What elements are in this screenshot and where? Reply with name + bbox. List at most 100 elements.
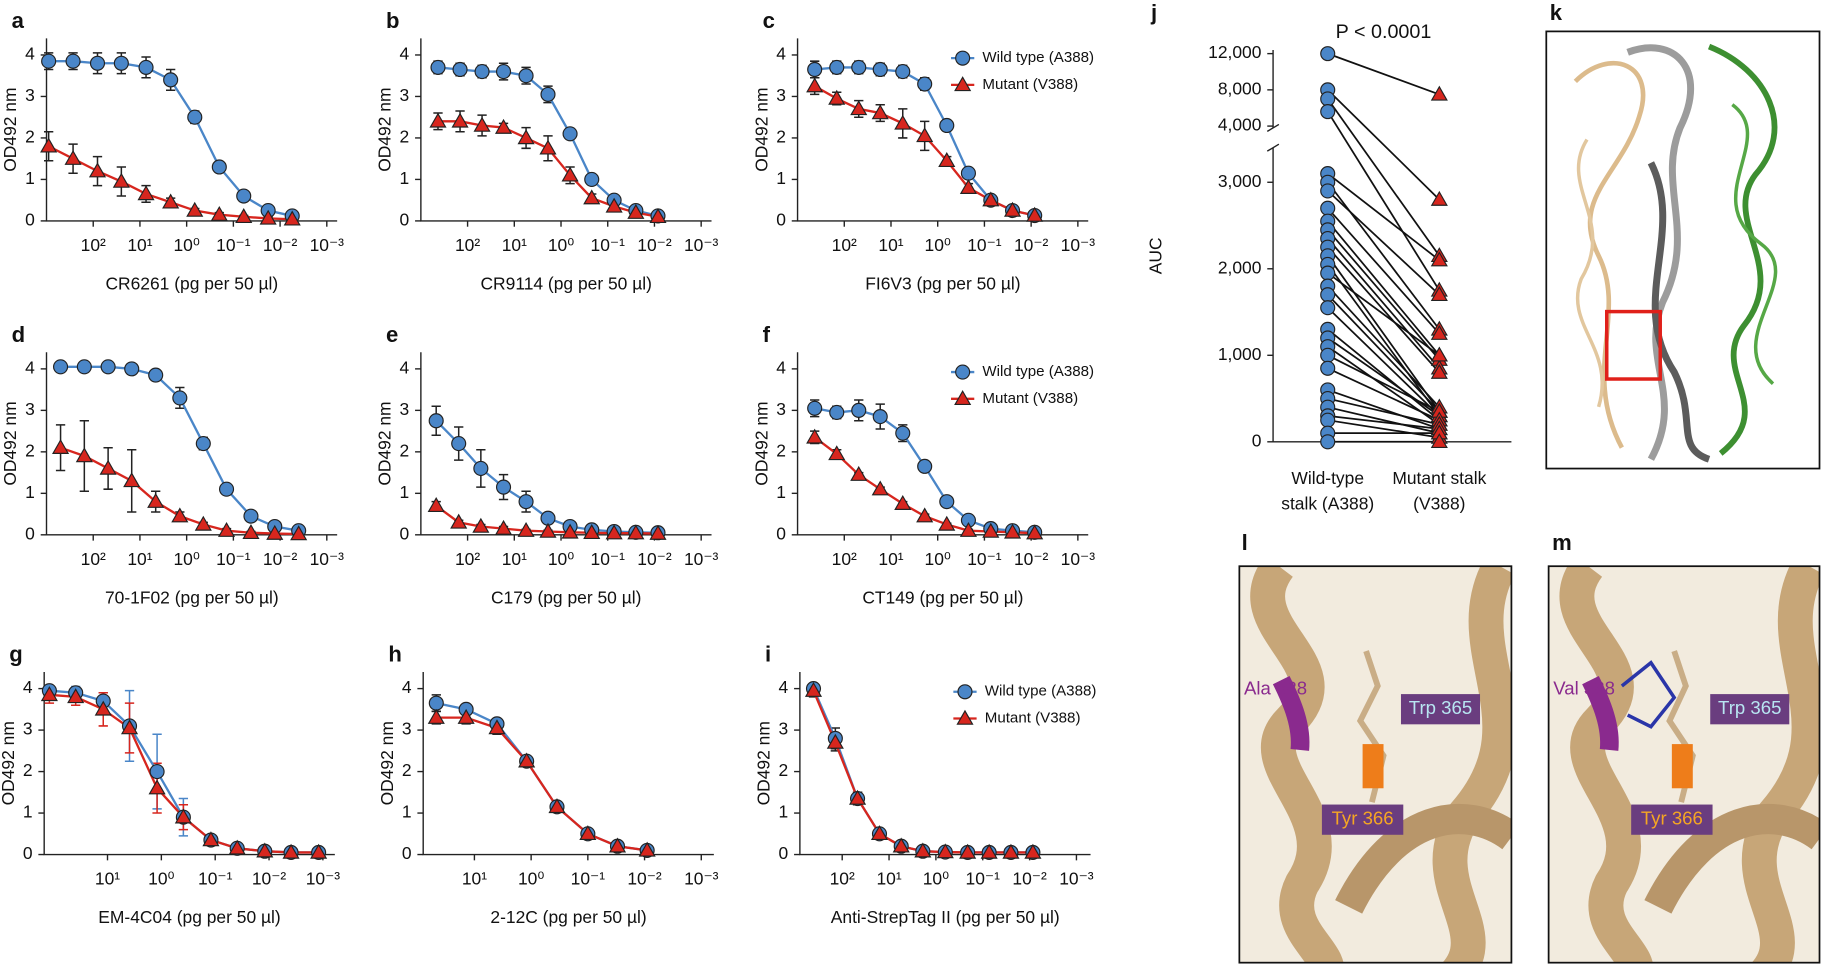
data-point — [488, 719, 506, 735]
pair-line — [1327, 328, 1440, 421]
pair-line — [1327, 294, 1440, 413]
data-point — [428, 413, 444, 429]
panel-letter: m — [1552, 530, 1572, 555]
data-point — [829, 404, 845, 420]
x-tick-label: 10⁻² — [252, 869, 287, 889]
y-tick-label: 4 — [400, 357, 410, 377]
x-tick-label: 10⁻² — [637, 549, 672, 569]
data-point — [605, 524, 623, 540]
panel-letter: b — [386, 8, 400, 33]
y-tick-label: 0 — [1252, 430, 1262, 450]
data-point — [120, 719, 139, 735]
data-point — [540, 86, 556, 102]
x-tick-label: 10² — [455, 235, 480, 255]
x-tick-label: 10⁻² — [263, 235, 298, 255]
y-tick-label: 0 — [402, 843, 412, 863]
data-point — [40, 137, 58, 153]
data-point — [848, 789, 867, 805]
x-tick-label: 10¹ — [127, 235, 152, 255]
data-point — [41, 53, 57, 69]
y-tick-label: 3 — [25, 399, 35, 419]
x-tick-label: 10² — [81, 549, 106, 569]
x-tick-label: 10⁰ — [548, 549, 574, 569]
pair-line — [1327, 354, 1440, 413]
data-point — [228, 839, 246, 855]
data-point — [1430, 85, 1448, 101]
data-point — [1320, 287, 1336, 303]
pair-line — [1327, 181, 1441, 330]
data-point — [872, 61, 888, 78]
data-point — [242, 524, 260, 539]
data-point — [649, 208, 667, 224]
pair-line — [1327, 229, 1440, 361]
x-tick-label: 10⁰ — [925, 549, 951, 569]
x-tick-label: 10⁻¹ — [591, 549, 626, 569]
data-point — [40, 686, 58, 702]
y-tick-label: 1 — [400, 482, 410, 502]
pair-line — [1327, 207, 1440, 335]
data-point — [828, 445, 846, 461]
data-point — [1430, 190, 1448, 206]
data-point — [916, 127, 934, 143]
data-point — [194, 515, 212, 531]
data-point — [1320, 104, 1336, 120]
pair-line — [1327, 397, 1440, 426]
data-point — [1002, 843, 1020, 859]
x-tick-label: 10⁰ — [923, 869, 949, 889]
x-tick-label: 10¹ — [878, 549, 903, 569]
y-tick-label: 0 — [400, 210, 410, 230]
data-point — [186, 201, 204, 217]
data-point — [1430, 363, 1448, 379]
x-tick-label: 10⁻³ — [684, 235, 719, 255]
data-point — [427, 497, 445, 513]
data-point — [561, 523, 579, 539]
data-point — [583, 189, 601, 205]
data-point — [148, 367, 164, 383]
data-point — [518, 494, 534, 510]
y-tick-label: 0 — [776, 210, 786, 230]
x-axis-label: 2-12C (pg per 50 µl) — [490, 907, 646, 927]
legend-label: Mutant (V388) — [982, 390, 1078, 407]
y-tick-label: 1 — [400, 168, 410, 188]
legend-marker — [956, 709, 974, 725]
residue-label: Tyr 366 — [1332, 808, 1394, 829]
data-point — [472, 517, 490, 533]
y-tick-label: 0 — [400, 523, 410, 543]
legend-marker — [955, 364, 971, 380]
data-point — [495, 64, 512, 80]
x-tick-label: 10⁰ — [548, 235, 574, 255]
y-tick-label: 2 — [776, 440, 786, 460]
data-point — [982, 191, 1000, 207]
y-tick-label: 3 — [23, 719, 33, 739]
axis-line — [45, 38, 338, 222]
x-tick-label: 10⁻² — [1014, 235, 1049, 255]
y-axis-label: AUC — [1145, 237, 1165, 274]
data-point — [1430, 324, 1448, 340]
pair-line — [1327, 414, 1440, 430]
y-tick-label: 3 — [25, 85, 35, 105]
y-tick-label: 1 — [25, 168, 35, 188]
data-point — [583, 524, 601, 539]
data-point — [938, 515, 956, 531]
data-point — [1320, 434, 1336, 450]
x-tick-label: 10⁰ — [925, 235, 951, 255]
data-point — [473, 460, 489, 476]
x-tick-label: 10¹ — [95, 869, 120, 889]
y-tick-label: 4 — [402, 677, 412, 697]
y-axis-label: OD492 nm — [751, 88, 771, 172]
x-tick-label: 10¹ — [878, 235, 903, 255]
y-axis-label: OD492 nm — [375, 401, 395, 485]
data-point — [100, 359, 116, 375]
data-point — [539, 139, 557, 155]
structure-image — [1238, 565, 1513, 964]
pair-line — [1327, 255, 1441, 413]
panel-letter: h — [388, 642, 402, 667]
data-point — [112, 172, 130, 188]
y-tick-label: 4 — [23, 677, 33, 697]
data-point — [1430, 251, 1448, 267]
axis-break — [1266, 123, 1280, 152]
data-point — [608, 837, 627, 853]
x-tick-label: Mutant stalk (V388) — [1392, 468, 1486, 514]
data-point — [147, 492, 165, 508]
data-point — [562, 126, 578, 142]
